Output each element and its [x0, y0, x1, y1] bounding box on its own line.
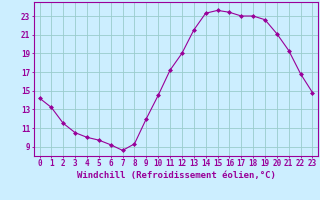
X-axis label: Windchill (Refroidissement éolien,°C): Windchill (Refroidissement éolien,°C): [76, 171, 276, 180]
